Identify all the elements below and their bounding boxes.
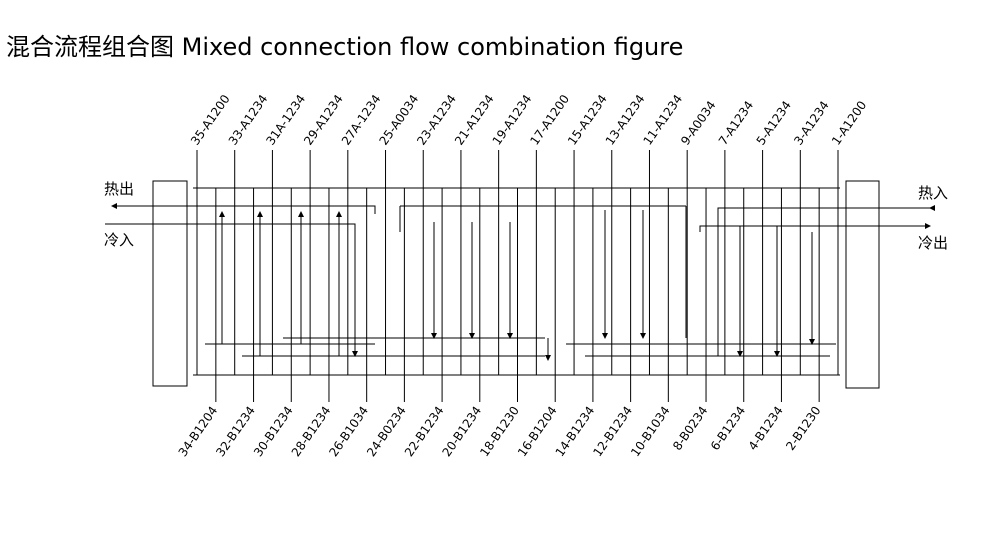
cold-in-flow xyxy=(105,223,358,357)
bottom-port-label: 2-B1230 xyxy=(783,404,823,453)
bottom-port-label: 8-B0234 xyxy=(670,404,710,453)
labels: 35-A120033-A123431A-123429-A123427A-1234… xyxy=(176,92,870,459)
left-frame xyxy=(152,180,188,387)
hot-in-flow xyxy=(717,205,935,356)
right-frame xyxy=(845,180,880,389)
hot-in-label: 热入 xyxy=(918,184,948,202)
cold-out-flow xyxy=(699,223,931,232)
top-port-label: 9-A0034 xyxy=(678,98,718,147)
top-port-label: 3-A1234 xyxy=(791,98,831,147)
top-port-label: 7-A1234 xyxy=(716,98,756,147)
top-port-label: 1-A1200 xyxy=(829,98,869,147)
cold-out-label: 冷出 xyxy=(918,234,948,252)
bottom-port-label: 4-B1234 xyxy=(746,404,786,453)
top-port-label: 5-A1234 xyxy=(754,98,794,147)
plates xyxy=(196,150,839,402)
hot-out-label: 热出 xyxy=(104,180,134,198)
title: 混合流程组合图 Mixed connection flow combinatio… xyxy=(6,33,683,61)
hot-out-flow xyxy=(111,203,376,214)
bottom-port-label: 6-B1234 xyxy=(708,404,748,453)
cold-in-label: 冷入 xyxy=(104,231,134,249)
